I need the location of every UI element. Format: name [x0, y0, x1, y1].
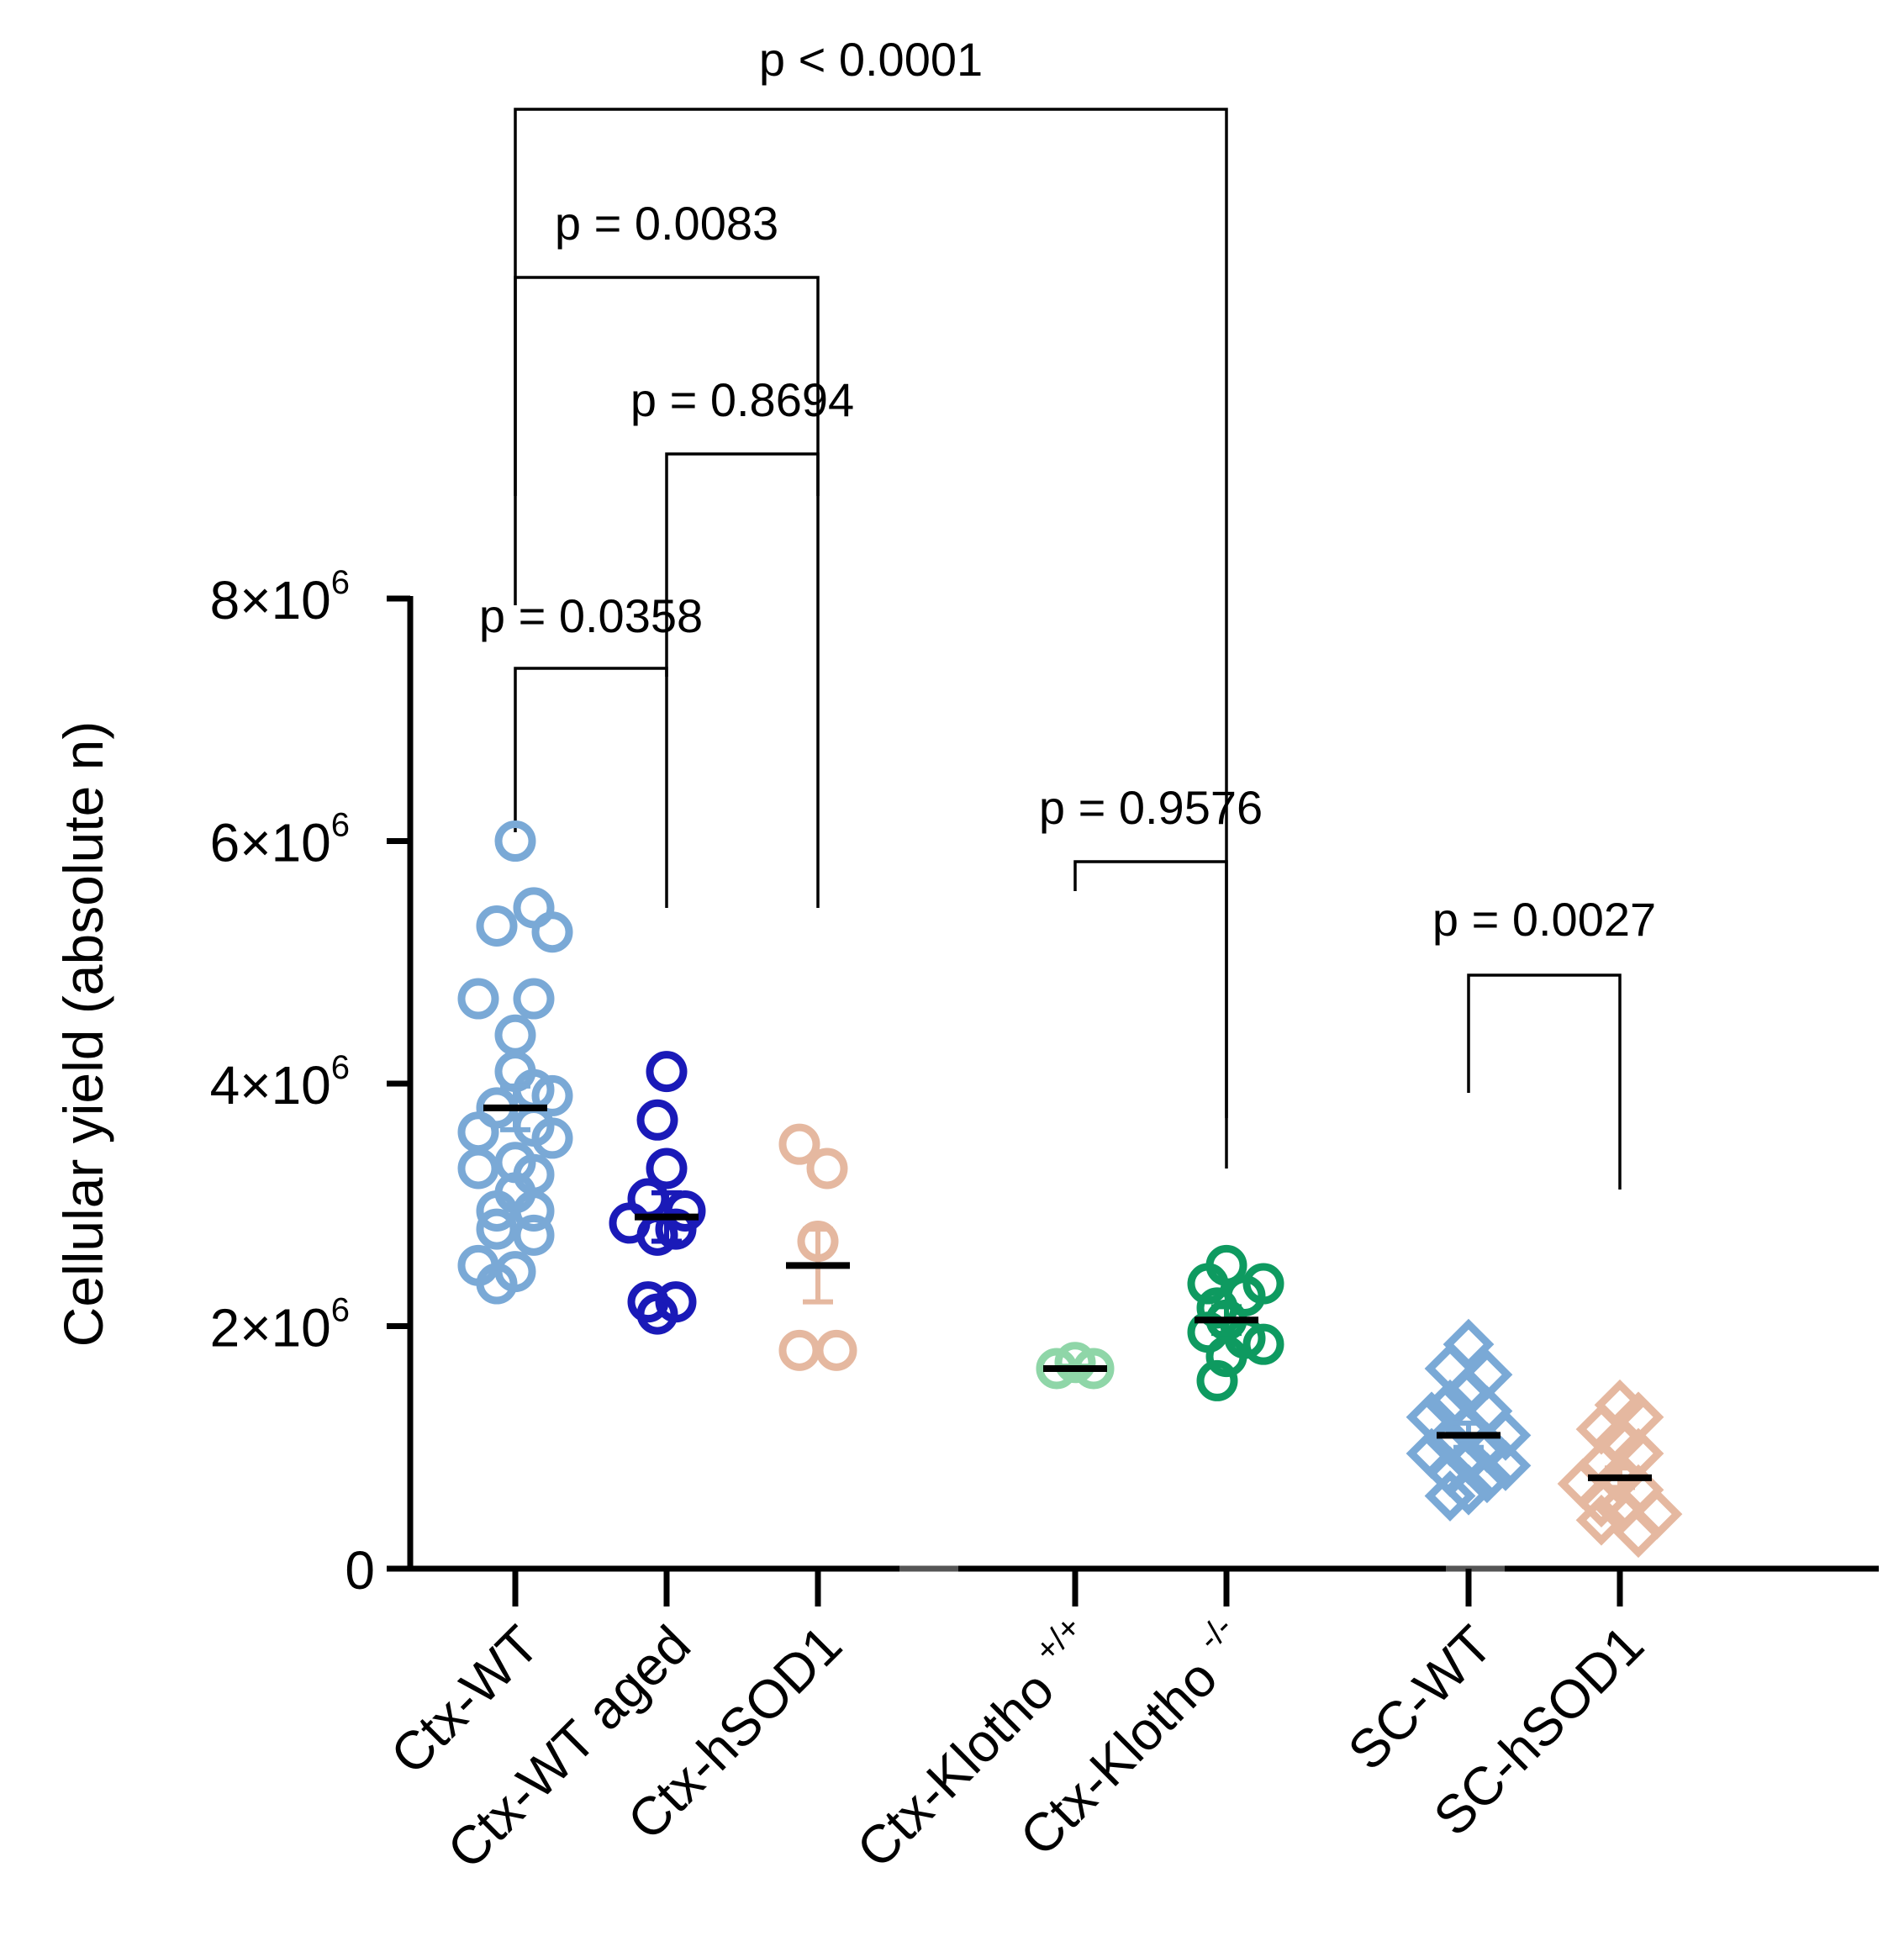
data-point: [494, 1014, 536, 1056]
p-value-label: p = 0.0083: [555, 197, 778, 250]
data-point: [513, 978, 555, 1020]
significance-bracket: [514, 276, 820, 605]
p-value-label: p = 0.9576: [1039, 781, 1263, 834]
data-point: [531, 911, 573, 953]
data-point: [476, 1208, 518, 1250]
data-point: [513, 1190, 555, 1232]
data-point: [457, 1111, 499, 1153]
data-point: [1196, 1359, 1238, 1401]
data-point: [636, 1099, 678, 1141]
data-point: [778, 1123, 820, 1165]
data-point: [655, 1208, 697, 1250]
y-tick-label: 2×106: [210, 1292, 350, 1358]
data-point: [806, 1147, 848, 1190]
significance-bracket: [665, 452, 820, 908]
data-point: [1424, 1470, 1476, 1522]
significance-brackets: p < 0.0001 p = 0.0083 p = 0.8694 p = 0.0358…: [479, 33, 1656, 1190]
data-point: [494, 820, 536, 862]
data-point: [1612, 1506, 1664, 1559]
data-point: [815, 1329, 857, 1371]
data-point: [531, 1117, 573, 1159]
y-tick-label: 0: [345, 1540, 375, 1601]
mean-sem-bars: [483, 1083, 1652, 1490]
data-point: [531, 1074, 573, 1116]
data-point: [1054, 1342, 1096, 1384]
p-value-label: p = 0.8694: [630, 373, 854, 426]
data-point: [457, 978, 499, 1020]
y-tick-label: 8×106: [210, 564, 350, 630]
y-axis-label: Cellular yield (absolute n): [52, 721, 114, 1348]
p-value-label: p = 0.0358: [479, 589, 703, 642]
data-point: [646, 1147, 688, 1190]
data-point: [476, 905, 518, 947]
significance-bracket: [1073, 860, 1228, 1169]
y-tick-label: 4×106: [210, 1049, 350, 1116]
data-point: [636, 1293, 678, 1335]
data-point: [1575, 1494, 1627, 1546]
data-point: [778, 1329, 820, 1371]
data-point: [1205, 1336, 1247, 1378]
data-point: [476, 1263, 518, 1305]
data-point: [1242, 1323, 1284, 1365]
y-tick-label: 6×106: [210, 807, 350, 873]
significance-bracket: [1467, 973, 1622, 1190]
y-axis: 0 2×106 4×106 6×106 8×106: [210, 564, 414, 1601]
significance-bracket: [514, 667, 668, 908]
p-value-label: p = 0.0027: [1432, 893, 1656, 946]
data-point: [457, 1147, 499, 1190]
p-value-label: p < 0.0001: [759, 33, 983, 86]
data-point: [513, 1214, 555, 1256]
data-point: [1187, 1263, 1229, 1305]
data-point: [646, 1051, 688, 1093]
